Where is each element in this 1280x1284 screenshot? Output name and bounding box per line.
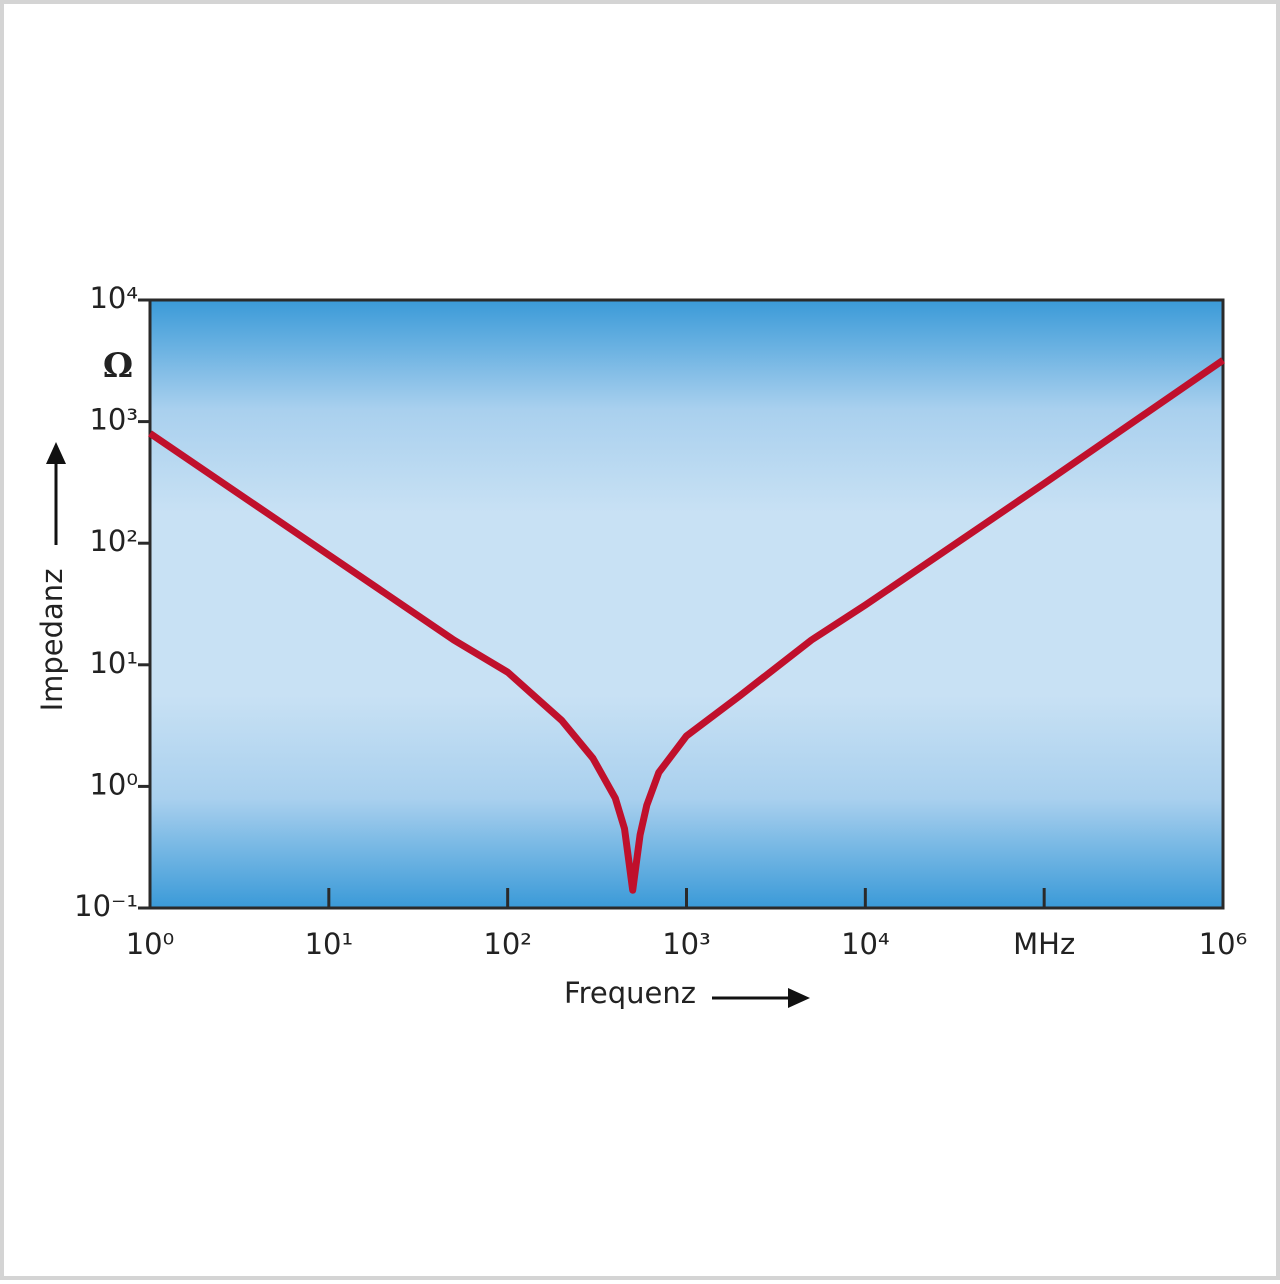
y-axis-label: Impedanz [35,569,69,712]
x-tick-label: MHz [1013,927,1075,961]
y-tick-label: 10¹ [89,646,138,680]
y-unit: Ω [103,346,133,386]
x-tick-label: 10¹ [305,927,354,961]
y-tick-label: 10⁴ [89,281,138,315]
y-tick-label: 10³ [89,403,138,437]
y-tick-label: 10⁻¹ [74,889,138,923]
x-tick-label: 10⁴ [841,927,890,961]
impedance-curve [148,357,1225,894]
x-arrow-head [788,988,810,1008]
x-tick-label: 10⁰ [126,927,175,961]
x-tick-label: 10³ [662,927,711,961]
y-arrow-head [46,442,66,464]
plot-area [148,298,1225,910]
x-axis-label: Frequenz [564,976,696,1010]
y-tick-label: 10⁰ [89,767,138,801]
y-tick-label: 10² [89,524,138,558]
x-tick-label: 10⁶ [1199,927,1248,961]
x-tick-label: 10² [483,927,532,961]
